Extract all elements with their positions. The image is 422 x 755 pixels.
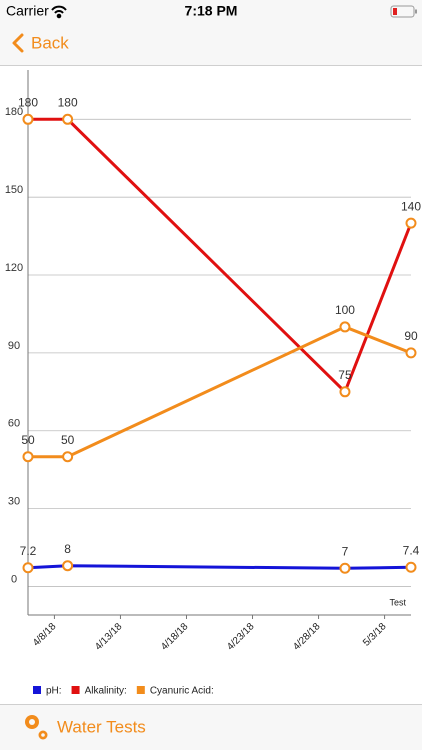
point-marker (22, 113, 34, 125)
x-tick-label: 4/28/18 (291, 621, 323, 653)
point-marker (339, 321, 351, 333)
y-tick-label: 30 (8, 496, 20, 508)
series-line (28, 325, 412, 459)
legend-label: pH: (46, 686, 62, 697)
point-marker (405, 561, 417, 573)
x-tick-label: 4/8/18 (31, 621, 59, 649)
tab-label[interactable]: Water Tests (57, 717, 146, 736)
back-label[interactable]: Back (31, 33, 69, 52)
data-label: 8 (64, 542, 71, 556)
y-tick-label: 180 (5, 106, 23, 118)
chart: 0 30 60 90 120 150 180 4/8/18 4/13/18 4/18/18 4/23… (5, 70, 421, 697)
back-button[interactable]: Back (12, 33, 69, 53)
data-label: 180 (18, 95, 38, 109)
nav-bar (0, 0, 422, 65)
x-axis-label: Test (389, 597, 406, 607)
data-label: 7.4 (403, 543, 420, 557)
data-label: 50 (21, 433, 35, 447)
data-label: 180 (58, 95, 78, 109)
data-label: 100 (335, 303, 355, 317)
y-tick-label: 120 (5, 262, 23, 274)
data-label: 75 (338, 368, 352, 382)
point-marker (405, 217, 417, 229)
data-label: 90 (404, 329, 418, 343)
y-tick-label: 150 (5, 184, 23, 196)
y-tick-label: 0 (11, 573, 17, 585)
legend-swatch (33, 686, 41, 694)
tab-item[interactable]: Water Tests (25, 715, 146, 740)
y-tick-label: 90 (8, 340, 20, 352)
y-tick-label: 60 (8, 418, 20, 430)
clock: 7:18 PM (185, 3, 238, 19)
point-marker (22, 562, 34, 574)
x-tick-label: 5/3/18 (361, 621, 389, 649)
battery-icon (390, 5, 417, 18)
point-marker (339, 386, 351, 398)
back-chevron[interactable] (12, 33, 24, 53)
series-line (28, 117, 413, 395)
data-label: 50 (61, 433, 75, 447)
legend-swatch (71, 686, 80, 694)
point-marker (62, 451, 74, 463)
gear-icon[interactable] (25, 715, 48, 740)
point-marker (62, 113, 74, 125)
legend-label: Alkalinity: (85, 686, 127, 697)
legend-label: Cyanuric Acid: (150, 686, 214, 697)
point-marker (62, 560, 74, 572)
point-marker (405, 347, 417, 359)
series-line (27, 564, 412, 570)
data-label: 140 (401, 199, 421, 213)
x-tick-label: 4/13/18 (93, 621, 125, 653)
data-label: 7 (342, 544, 349, 558)
tab-bar (0, 705, 422, 750)
point-marker (22, 451, 34, 463)
point-marker (339, 562, 351, 574)
carrier: Carrier (6, 3, 49, 19)
legend-swatch (136, 686, 145, 694)
data-label: 7.2 (20, 544, 37, 558)
wifi-icon (51, 5, 67, 19)
x-tick-label: 4/18/18 (159, 621, 191, 653)
x-tick-label: 4/23/18 (225, 621, 257, 653)
